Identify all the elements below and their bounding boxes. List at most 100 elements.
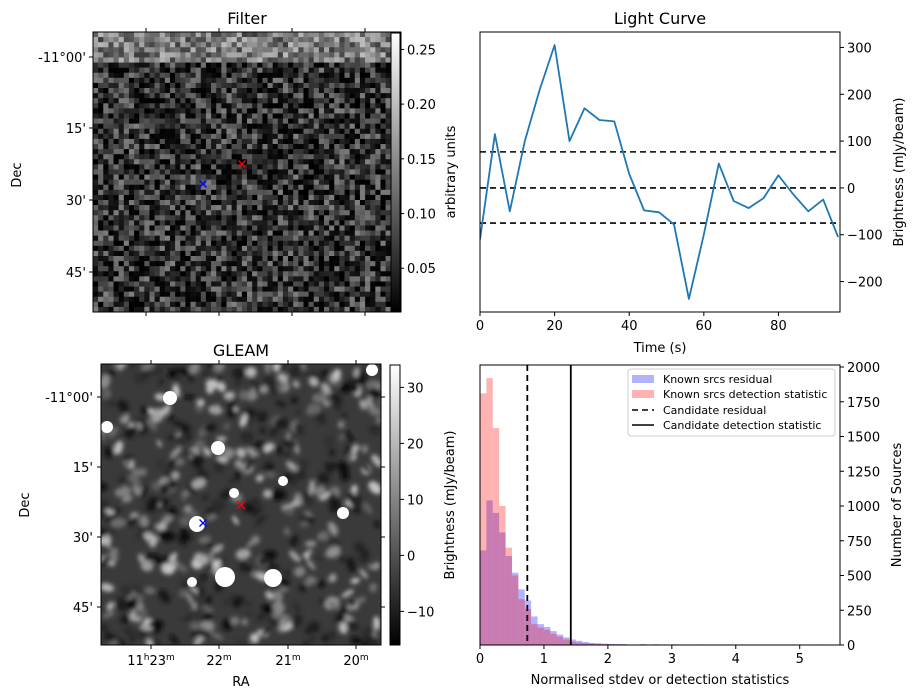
gleam-colorbar-tick-label: 30 <box>407 381 424 396</box>
gleam-colorbar-ticks: 30 20 10 0 −10 <box>400 381 434 620</box>
residual-bar <box>524 600 532 645</box>
residual-bar <box>543 626 551 645</box>
histogram-y-tick-label: 1250 <box>847 465 880 480</box>
filter-y-tick-label: 45' <box>66 266 86 281</box>
residual-bar <box>486 500 493 645</box>
light-curve-x-tick-label: 0 <box>476 319 484 334</box>
filter-ylabel: Dec <box>10 162 25 187</box>
histogram-x-tick-label: 5 <box>796 652 804 667</box>
gleam-title: GLEAM <box>213 341 269 360</box>
residual-bar <box>499 532 506 645</box>
histogram-y-tick-label: 500 <box>847 570 872 585</box>
gleam-x-tick-label: 11h23m <box>127 653 175 669</box>
light-curve-thresholds <box>480 151 840 224</box>
gleam-bright-source <box>264 569 282 587</box>
light-curve-xlabel: Time (s) <box>633 341 687 356</box>
gleam-bright-source <box>278 476 288 486</box>
legend-patch-residual <box>632 375 654 383</box>
histogram-frame <box>479 364 841 646</box>
detection-statistic-bar <box>556 636 564 645</box>
legend-label-candidate-detection: Candidate detection statistic <box>663 419 821 432</box>
histogram-x-tick-label: 4 <box>732 652 740 667</box>
histogram-x-axis: 0 1 2 3 4 5 <box>476 645 804 667</box>
filter-title: Filter <box>227 9 267 28</box>
filter-y-axis: -11°00' 15' 30' 45' <box>38 51 93 281</box>
histogram-x-tick-label: 1 <box>540 652 548 667</box>
gleam-bright-source <box>189 516 205 532</box>
histogram-y-tick-label: 1750 <box>847 396 880 411</box>
gleam-bright-source <box>215 567 235 587</box>
light-curve-frame <box>479 31 841 313</box>
residual-bar <box>480 550 487 645</box>
filter-colorbar-tick-label: 0.20 <box>407 98 436 113</box>
legend-label-candidate-residual: Candidate residual <box>663 404 766 417</box>
filter-panel: Filter -11°00' 15' 30' 45' Dec 0.05 0.10 0.15… <box>10 9 459 316</box>
histogram-x-tick-label: 3 <box>668 652 676 667</box>
filter-colorbar-tick-label: 0.10 <box>407 208 436 223</box>
filter-colorbar-ticks: 0.05 0.10 0.15 0.20 0.25 <box>400 43 436 277</box>
light-curve-x-tick-label: 60 <box>696 319 713 334</box>
residual-bar <box>582 641 589 645</box>
detection-statistic-bar <box>563 639 570 645</box>
light-curve-x-tick-label: 40 <box>621 319 638 334</box>
gleam-colorbar-tick-label: 0 <box>407 549 415 564</box>
detection-statistic-bar <box>511 575 519 645</box>
histogram-y-tick-label: 1500 <box>847 431 880 446</box>
histogram-legend: Known srcs residual Known srcs detection… <box>627 368 836 437</box>
detection-statistic-bar <box>595 643 602 645</box>
histogram-y-axis: 0 250 500 750 1000 1250 1500 1750 2000 <box>840 361 880 654</box>
gleam-bright-source <box>211 441 225 455</box>
histogram-y-tick-label: 250 <box>847 604 872 619</box>
filter-colorbar-tick-label: 0.25 <box>407 43 436 58</box>
residual-bar <box>563 637 570 645</box>
gleam-x-tick-label: 20m <box>343 653 368 669</box>
filter-colorbar <box>391 33 400 312</box>
histogram-y-tick-label: 1000 <box>847 500 880 515</box>
histogram-x-tick-label: 0 <box>476 652 484 667</box>
detection-statistic-bar <box>492 428 500 645</box>
gleam-colorbar-label: Brightness (mJy/beam) <box>443 431 458 580</box>
histogram-y-tick-label: 0 <box>847 639 855 654</box>
residual-bar <box>505 556 512 645</box>
gleam-bright-source <box>229 488 239 498</box>
light-curve-y-axis: 300 200 100 0 −100 −200 <box>840 41 883 291</box>
residual-bar <box>595 643 602 645</box>
light-curve-ylabel: Brightness (mJy/beam) <box>892 98 907 247</box>
detection-statistic-bar <box>537 627 544 646</box>
legend-patch-detection <box>632 390 654 398</box>
detection-statistic-bar <box>499 506 506 645</box>
histogram-candidate-lines <box>526 365 572 645</box>
detection-statistic-bar <box>569 641 576 645</box>
gleam-bright-source <box>163 391 177 405</box>
detection-statistic-bar <box>575 642 583 645</box>
histogram-y-tick-label: 750 <box>847 535 872 550</box>
light-curve-y-tick-label: 300 <box>847 41 872 56</box>
detection-statistic-bar <box>588 643 596 645</box>
legend-label-detection: Known srcs detection statistic <box>663 388 827 401</box>
gleam-marker-candidate <box>236 500 246 510</box>
detection-statistic-bar <box>550 633 557 645</box>
residual-bar <box>518 589 525 645</box>
residual-bar <box>569 639 576 645</box>
gleam-y-tick-label: -11°00' <box>45 391 93 406</box>
light-curve-panel: Light Curve 0 20 40 60 80 300 200 100 0 −100 −200… <box>476 9 907 356</box>
filter-colorbar-tick-label: 0.15 <box>407 153 436 168</box>
gleam-bright-source <box>366 364 378 376</box>
filter-colorbar-tick-label: 0.05 <box>407 262 436 277</box>
legend-label-residual: Known srcs residual <box>663 373 772 386</box>
filter-frame <box>92 31 402 313</box>
light-curve-y-tick-label: 200 <box>847 88 872 103</box>
detection-statistic-bar <box>505 547 512 645</box>
histogram-xlabel: Normalised stdev or detection statistics <box>531 673 790 688</box>
residual-bar <box>575 640 583 645</box>
histogram-y-tick-label: 2000 <box>847 361 880 376</box>
gleam-colorbar-tick-label: 20 <box>407 437 424 452</box>
gleam-xlabel: RA <box>232 675 250 690</box>
residual-bar <box>588 642 596 645</box>
residual-bar <box>492 512 500 645</box>
filter-colorbar-label: arbitrary units <box>444 125 459 218</box>
light-curve-title: Light Curve <box>614 9 706 28</box>
detection-statistic-bar <box>531 624 538 645</box>
histogram-x-tick-label: 2 <box>604 652 612 667</box>
